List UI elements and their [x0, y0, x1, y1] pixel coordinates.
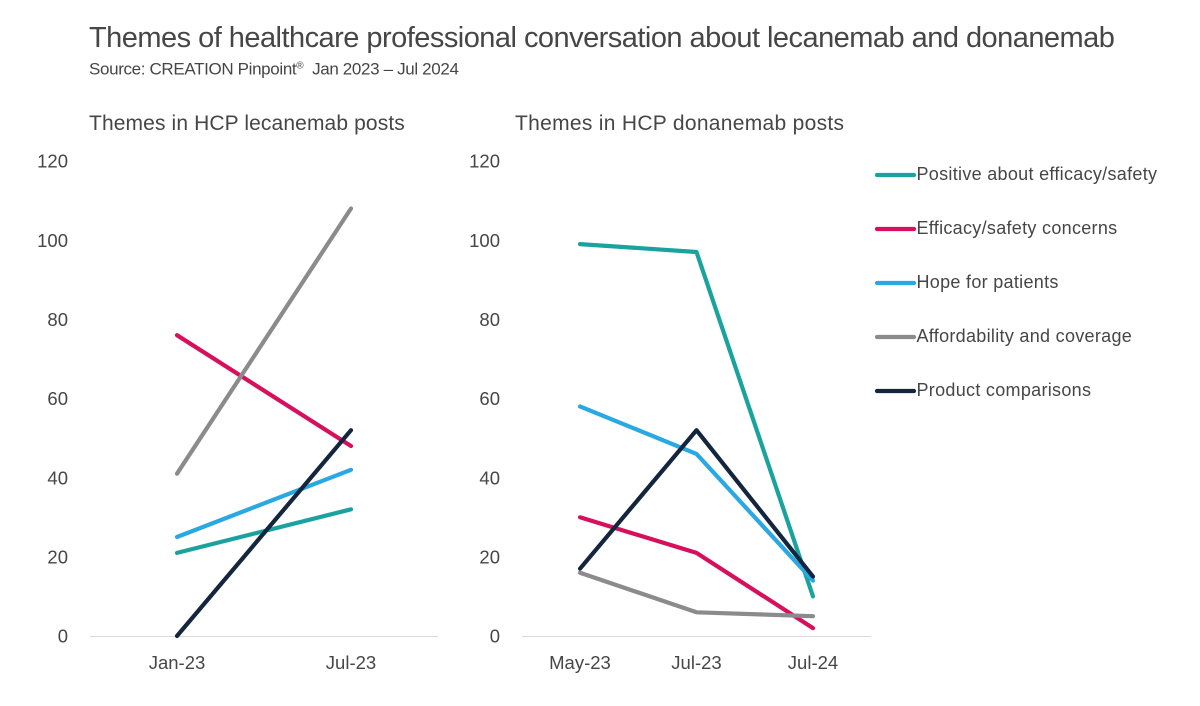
svg-text:Jul-23: Jul-23	[326, 652, 376, 673]
svg-text:Affordability and coverage: Affordability and coverage	[917, 326, 1133, 346]
svg-text:Jul-24: Jul-24	[788, 652, 838, 673]
svg-text:Themes in HCP donanemab posts: Themes in HCP donanemab posts	[515, 112, 844, 135]
svg-text:40: 40	[479, 467, 500, 488]
svg-text:100: 100	[37, 230, 68, 251]
svg-text:Source: CREATION Pinpoint® Ja: Source: CREATION Pinpoint® Jan 2023 – Ju…	[89, 60, 459, 79]
svg-text:Themes in HCP lecanemab posts: Themes in HCP lecanemab posts	[89, 112, 405, 135]
svg-text:120: 120	[469, 151, 500, 172]
svg-text:100: 100	[469, 230, 500, 251]
svg-text:80: 80	[47, 309, 68, 330]
svg-text:20: 20	[47, 547, 68, 568]
svg-text:Jul-23: Jul-23	[671, 652, 721, 673]
svg-text:20: 20	[479, 547, 500, 568]
svg-text:May-23: May-23	[549, 652, 611, 673]
svg-text:Positive about efficacy/safety: Positive about efficacy/safety	[917, 164, 1158, 184]
svg-text:Jan-23: Jan-23	[149, 652, 206, 673]
svg-text:120: 120	[37, 151, 68, 172]
svg-text:60: 60	[479, 388, 500, 409]
svg-text:60: 60	[47, 388, 68, 409]
svg-text:80: 80	[479, 309, 500, 330]
svg-text:0: 0	[58, 626, 68, 647]
svg-text:Product comparisons: Product comparisons	[917, 380, 1092, 400]
svg-text:40: 40	[47, 467, 68, 488]
svg-text:Efficacy/safety concerns: Efficacy/safety concerns	[917, 218, 1118, 238]
svg-text:0: 0	[490, 626, 500, 647]
svg-text:Themes of healthcare professio: Themes of healthcare professional conver…	[89, 22, 1114, 54]
svg-text:Hope for patients: Hope for patients	[917, 272, 1059, 292]
